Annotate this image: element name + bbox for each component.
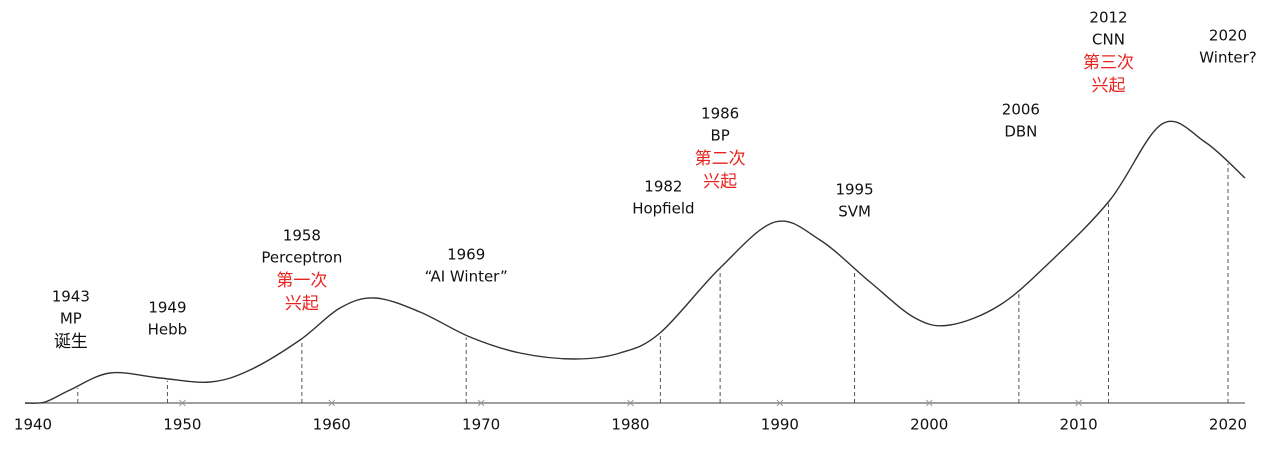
tick-mark	[328, 399, 336, 407]
event-name: CNN	[1092, 31, 1125, 49]
event-year: 1982	[644, 178, 682, 196]
event-name: DBN	[1004, 123, 1037, 141]
x-tick-label: 2000	[910, 416, 948, 434]
event-name: Hebb	[148, 321, 188, 339]
tick-mark	[179, 399, 186, 407]
event-year: 1995	[835, 181, 873, 199]
event-name: BP	[710, 127, 729, 145]
event-year: 1943	[52, 288, 90, 306]
event-name: Hopfield	[632, 200, 694, 218]
event-note: 诞生	[54, 332, 88, 352]
event-name: MP	[60, 310, 82, 328]
tick-mark	[925, 399, 933, 407]
event-note: 第三次	[1083, 53, 1134, 73]
event-name: Winter?	[1199, 49, 1256, 67]
event-year: 2020	[1209, 27, 1247, 45]
x-tick-label: 2010	[1060, 416, 1098, 434]
event-year: 1958	[283, 227, 321, 245]
event-year: 1949	[148, 299, 186, 317]
event-note: 兴起	[703, 172, 737, 192]
x-tick-label: 1970	[462, 416, 500, 434]
tick-mark	[776, 399, 784, 407]
x-tick-label: 1960	[313, 416, 351, 434]
tick-mark	[477, 399, 485, 407]
event-name: “AI Winter”	[425, 268, 508, 286]
x-tick-label: 1990	[761, 416, 799, 434]
tick-mark	[1075, 399, 1082, 407]
event-note: 第二次	[695, 149, 746, 169]
x-tick-label: 1980	[611, 416, 649, 434]
x-tick-label: 1940	[14, 416, 52, 434]
event-note: 第一次	[276, 271, 327, 291]
event-year: 1969	[447, 246, 485, 264]
event-note: 兴起	[1092, 76, 1126, 96]
trend-curve	[24, 120, 1246, 404]
tick-mark	[627, 399, 634, 407]
event-year: 1986	[701, 105, 739, 123]
event-year: 2012	[1089, 9, 1127, 27]
x-tick-label: 1950	[163, 416, 201, 434]
event-name: SVM	[838, 203, 871, 221]
event-year: 2006	[1002, 101, 1040, 119]
x-tick-label: 2020	[1209, 416, 1247, 434]
event-note: 兴起	[285, 294, 319, 314]
event-name: Perceptron	[261, 249, 342, 267]
